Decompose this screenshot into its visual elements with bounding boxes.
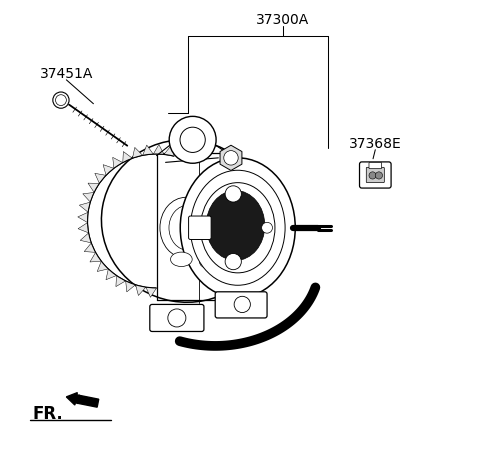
Text: 37451A: 37451A xyxy=(40,67,93,82)
Polygon shape xyxy=(97,261,108,272)
Circle shape xyxy=(180,127,205,152)
Ellipse shape xyxy=(199,255,217,268)
Polygon shape xyxy=(123,152,132,163)
Polygon shape xyxy=(78,212,88,223)
Ellipse shape xyxy=(169,205,207,250)
Polygon shape xyxy=(116,276,126,286)
Polygon shape xyxy=(135,285,146,295)
Ellipse shape xyxy=(180,158,295,298)
Ellipse shape xyxy=(160,198,212,258)
FancyBboxPatch shape xyxy=(360,162,391,188)
Circle shape xyxy=(225,186,241,202)
Polygon shape xyxy=(103,165,114,175)
Polygon shape xyxy=(66,393,99,407)
Circle shape xyxy=(375,172,383,179)
Polygon shape xyxy=(143,145,153,156)
Circle shape xyxy=(262,222,273,233)
Circle shape xyxy=(224,151,238,165)
Text: 37368E: 37368E xyxy=(349,137,402,152)
FancyBboxPatch shape xyxy=(150,304,204,331)
Polygon shape xyxy=(90,253,101,262)
Polygon shape xyxy=(146,287,156,297)
Ellipse shape xyxy=(201,183,275,273)
FancyBboxPatch shape xyxy=(189,216,211,239)
Ellipse shape xyxy=(191,170,285,285)
Text: 37300A: 37300A xyxy=(256,13,310,28)
FancyBboxPatch shape xyxy=(369,162,382,169)
Polygon shape xyxy=(164,146,174,156)
Circle shape xyxy=(369,172,376,179)
Polygon shape xyxy=(113,157,123,168)
Polygon shape xyxy=(95,173,106,184)
FancyBboxPatch shape xyxy=(366,167,384,183)
Circle shape xyxy=(56,95,66,106)
Polygon shape xyxy=(126,281,135,292)
Ellipse shape xyxy=(206,190,265,260)
Polygon shape xyxy=(84,243,96,253)
Ellipse shape xyxy=(101,140,270,302)
Circle shape xyxy=(225,253,241,270)
Text: FR.: FR. xyxy=(33,405,63,423)
Polygon shape xyxy=(88,183,99,193)
FancyBboxPatch shape xyxy=(215,292,267,318)
Polygon shape xyxy=(78,223,89,233)
Circle shape xyxy=(168,309,186,327)
Circle shape xyxy=(169,116,216,163)
Ellipse shape xyxy=(170,252,192,267)
Polygon shape xyxy=(220,145,242,170)
Polygon shape xyxy=(79,202,90,212)
Circle shape xyxy=(53,92,69,108)
Circle shape xyxy=(234,296,251,313)
Polygon shape xyxy=(153,144,164,154)
Polygon shape xyxy=(106,269,117,280)
Polygon shape xyxy=(83,193,94,202)
Polygon shape xyxy=(132,147,143,158)
Polygon shape xyxy=(80,233,91,243)
